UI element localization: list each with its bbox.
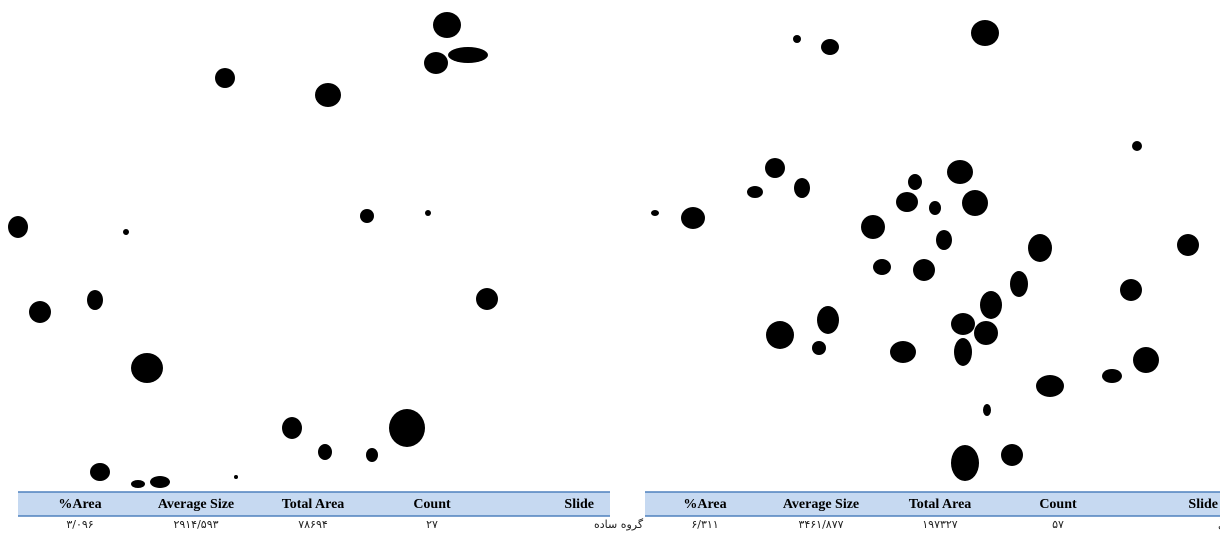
table-header-cell: Slide	[1188, 497, 1218, 512]
table-header-cell: %Area	[683, 497, 726, 512]
table-cell: ۶/۳۱۱	[691, 518, 718, 531]
micrograph-left	[8, 12, 498, 488]
table-header-cell: Average Size	[158, 497, 234, 512]
table-cell: ۲۹۱۴/۵۹۳	[173, 518, 218, 531]
table-cell: گروه ساده	[594, 518, 644, 531]
table-cell: ۲۷	[426, 518, 438, 531]
tables: %Area Average Size Total Area Count Slide ۳/۰…	[18, 492, 1220, 531]
table-cell: ۷۸۶۹۴	[298, 518, 328, 531]
table-header-cell: Total Area	[282, 497, 345, 512]
table-header-cell: Slide	[564, 497, 594, 512]
table-header-cell: %Area	[58, 497, 101, 512]
figure: %Area Average Size Total Area Count Slide ۳/۰…	[0, 0, 1220, 550]
table-cell: ۳۴۶۱/۸۷۷	[798, 518, 843, 531]
micrograph-right	[651, 20, 1199, 481]
table-header-cell: Count	[1039, 497, 1077, 512]
table-cell: ۳/۰۹۶	[66, 518, 93, 531]
table-cell: ۵۷	[1052, 518, 1064, 531]
table-cell: ۱۹۷۳۲۷	[922, 518, 958, 531]
table-header-cell: Count	[413, 497, 451, 512]
table-header-cell: Average Size	[783, 497, 859, 512]
table-header-cell: Total Area	[909, 497, 972, 512]
